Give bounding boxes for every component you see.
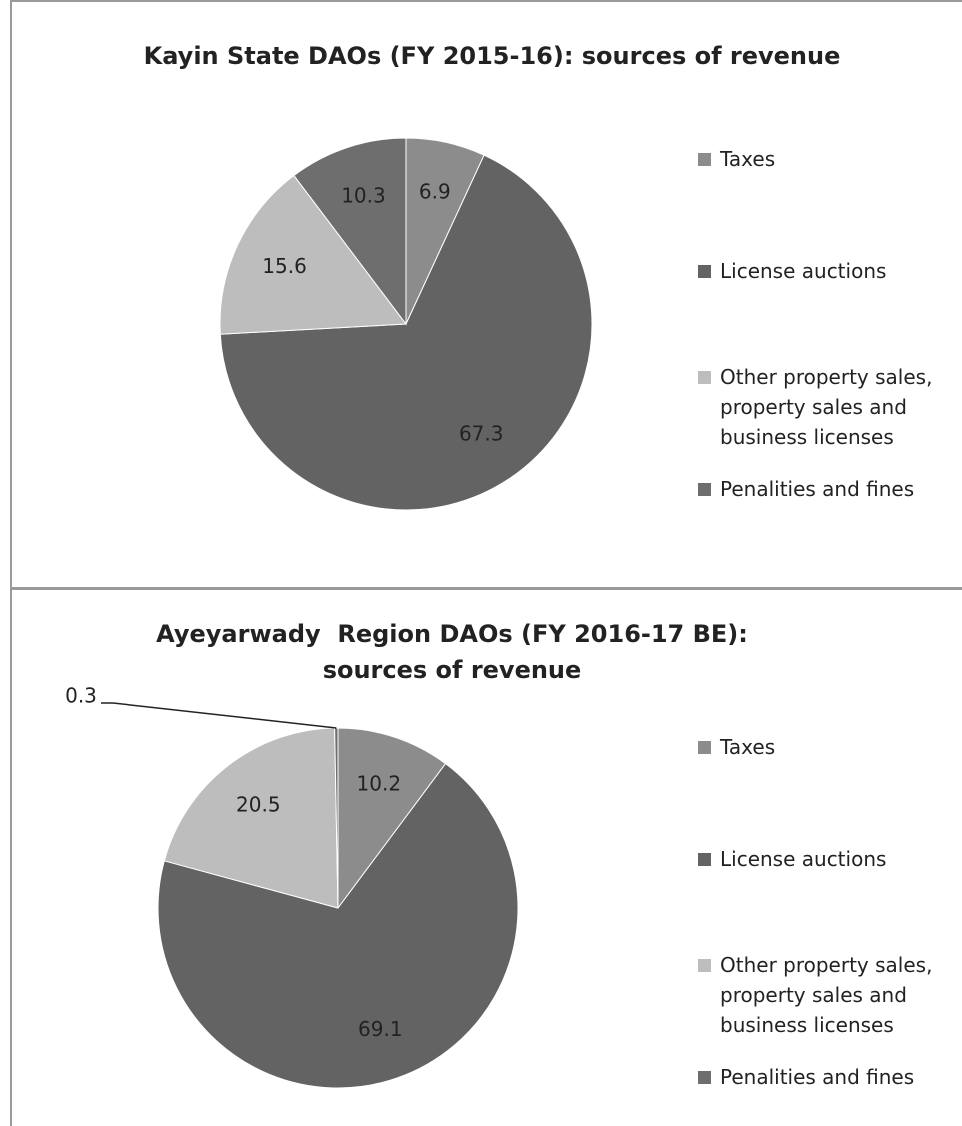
legend-item: Penalities and fines	[698, 1062, 962, 1092]
legend-label: License auctions	[720, 847, 887, 871]
legend-item: License auctions	[698, 256, 962, 286]
pie-slice	[163, 727, 339, 909]
legend-label: Penalities and fines	[720, 477, 915, 501]
legend-label: Penalities and fines	[720, 1065, 915, 1089]
legend-swatch	[698, 371, 711, 384]
data-label: 15.6	[262, 254, 307, 278]
pie-slice	[337, 727, 447, 910]
legend-item: Penalities and fines	[698, 474, 962, 504]
legend-label: Taxes	[720, 147, 776, 171]
legend-item: License auctions	[698, 844, 962, 874]
legend-swatch	[698, 265, 711, 278]
leader-line	[101, 702, 337, 729]
legend-item: Other property sales, property sales and…	[698, 950, 962, 1040]
pie-slice	[219, 154, 593, 511]
legend-swatch	[698, 853, 711, 866]
legend-item: Taxes	[698, 732, 962, 762]
chart-title: Ayeyarwady Region DAOs (FY 2016-17 BE): …	[156, 620, 757, 684]
legend-label: License auctions	[720, 259, 887, 283]
data-label: 10.2	[357, 771, 402, 795]
legend-label: Other property sales, property sales and…	[720, 365, 933, 449]
data-label: 20.5	[236, 792, 281, 816]
legend-swatch	[698, 153, 711, 166]
pie-area: 6.9 67.3 15.6 10.3	[219, 137, 593, 511]
chart-panel: Ayeyarwady Region DAOs (FY 2016-17 BE): …	[10, 590, 962, 1126]
data-label: 6.9	[419, 180, 451, 204]
data-label: 69.1	[358, 1017, 403, 1041]
legend-swatch	[698, 1071, 711, 1084]
data-label: 67.3	[459, 421, 504, 445]
legend-swatch	[698, 959, 711, 972]
chart-panel: Kayin State DAOs (FY 2015-16): sources o…	[10, 0, 962, 590]
legend-label: Other property sales, property sales and…	[720, 953, 933, 1037]
data-label: 10.3	[341, 184, 386, 208]
chart-title: Kayin State DAOs (FY 2015-16): sources o…	[143, 42, 841, 70]
pie-area: 10.2 69.1 20.5 0.3	[65, 684, 519, 1089]
legend-item: Other property sales, property sales and…	[698, 362, 962, 452]
legend-item: Taxes	[698, 144, 962, 174]
pie-slice	[219, 174, 407, 335]
legend-swatch	[698, 741, 711, 754]
pie-slice	[157, 762, 519, 1089]
legend-swatch	[698, 483, 711, 496]
data-label: 0.3	[65, 684, 97, 708]
pie-slice	[293, 137, 407, 326]
legend-label: Taxes	[720, 735, 776, 759]
